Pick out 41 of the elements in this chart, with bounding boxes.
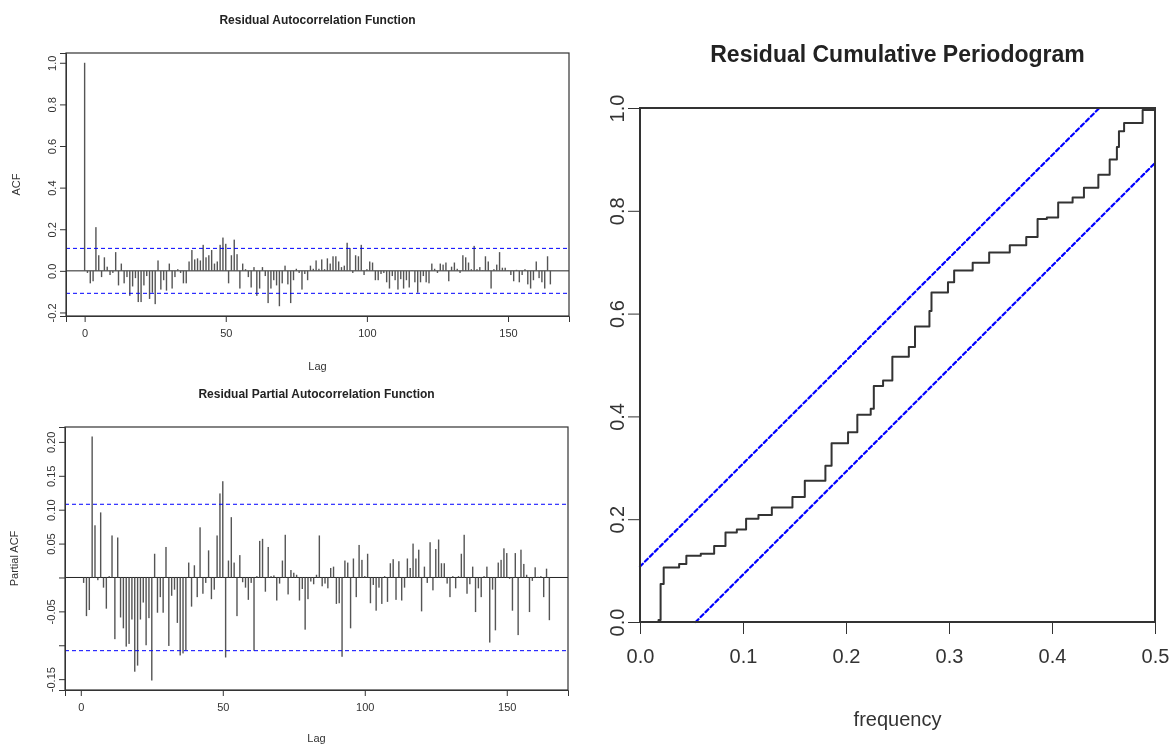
y-tick-label: -0.15 (45, 667, 57, 693)
x-tick-label: 0.2 (832, 644, 861, 667)
x-axis-title: frequency (853, 708, 942, 730)
y-tick-label: 0.4 (606, 402, 628, 431)
chart-title: Residual Autocorrelation Function (219, 13, 416, 27)
x-tick-label: 0.3 (935, 644, 964, 667)
x-axis-title: Lag (307, 732, 326, 744)
x-tick-label: 0.1 (729, 644, 758, 667)
x-tick-label: 0.0 (626, 644, 655, 667)
x-tick-label: 100 (356, 701, 375, 714)
chart-title: Residual Cumulative Periodogram (710, 41, 1085, 67)
chart-title: Residual Partial Autocorrelation Function (198, 387, 435, 401)
y-tick-label: 0.20 (45, 431, 57, 454)
y-tick-label: 0.8 (46, 97, 58, 113)
x-tick-label: 0 (78, 701, 85, 714)
y-tick-label: 0.2 (606, 505, 628, 534)
y-tick-label: 0.15 (45, 465, 57, 488)
y-axis-title: Partial ACF (8, 530, 20, 587)
x-tick-label: 50 (220, 327, 233, 340)
x-tick-label: 150 (499, 327, 518, 340)
x-axis-title: Lag (308, 360, 327, 372)
y-tick-label: 0.6 (46, 138, 58, 155)
x-tick-label: 150 (498, 701, 517, 714)
x-tick-label: 0 (82, 327, 89, 340)
x-tick-label: 0.4 (1038, 644, 1067, 667)
y-tick-label: 0.05 (45, 533, 57, 555)
y-tick-label: 0.0 (46, 263, 58, 279)
y-tick-label: 0.0 (606, 608, 628, 637)
y-tick-label: 1.0 (606, 94, 628, 123)
x-tick-label: 0.5 (1141, 644, 1170, 667)
y-tick-label: 0.4 (46, 180, 58, 196)
y-tick-label: 0.6 (606, 300, 628, 329)
y-axis-title: ACF (10, 173, 22, 196)
x-tick-label: 100 (358, 327, 377, 340)
y-tick-label: 0.2 (46, 222, 58, 238)
y-tick-label: 1.0 (46, 55, 58, 71)
x-tick-label: 50 (217, 701, 230, 714)
y-tick-label: -0.2 (46, 303, 58, 323)
y-tick-label: 0.10 (45, 499, 57, 521)
y-tick-label: -0.05 (45, 599, 57, 625)
y-tick-label: 0.8 (606, 197, 628, 226)
